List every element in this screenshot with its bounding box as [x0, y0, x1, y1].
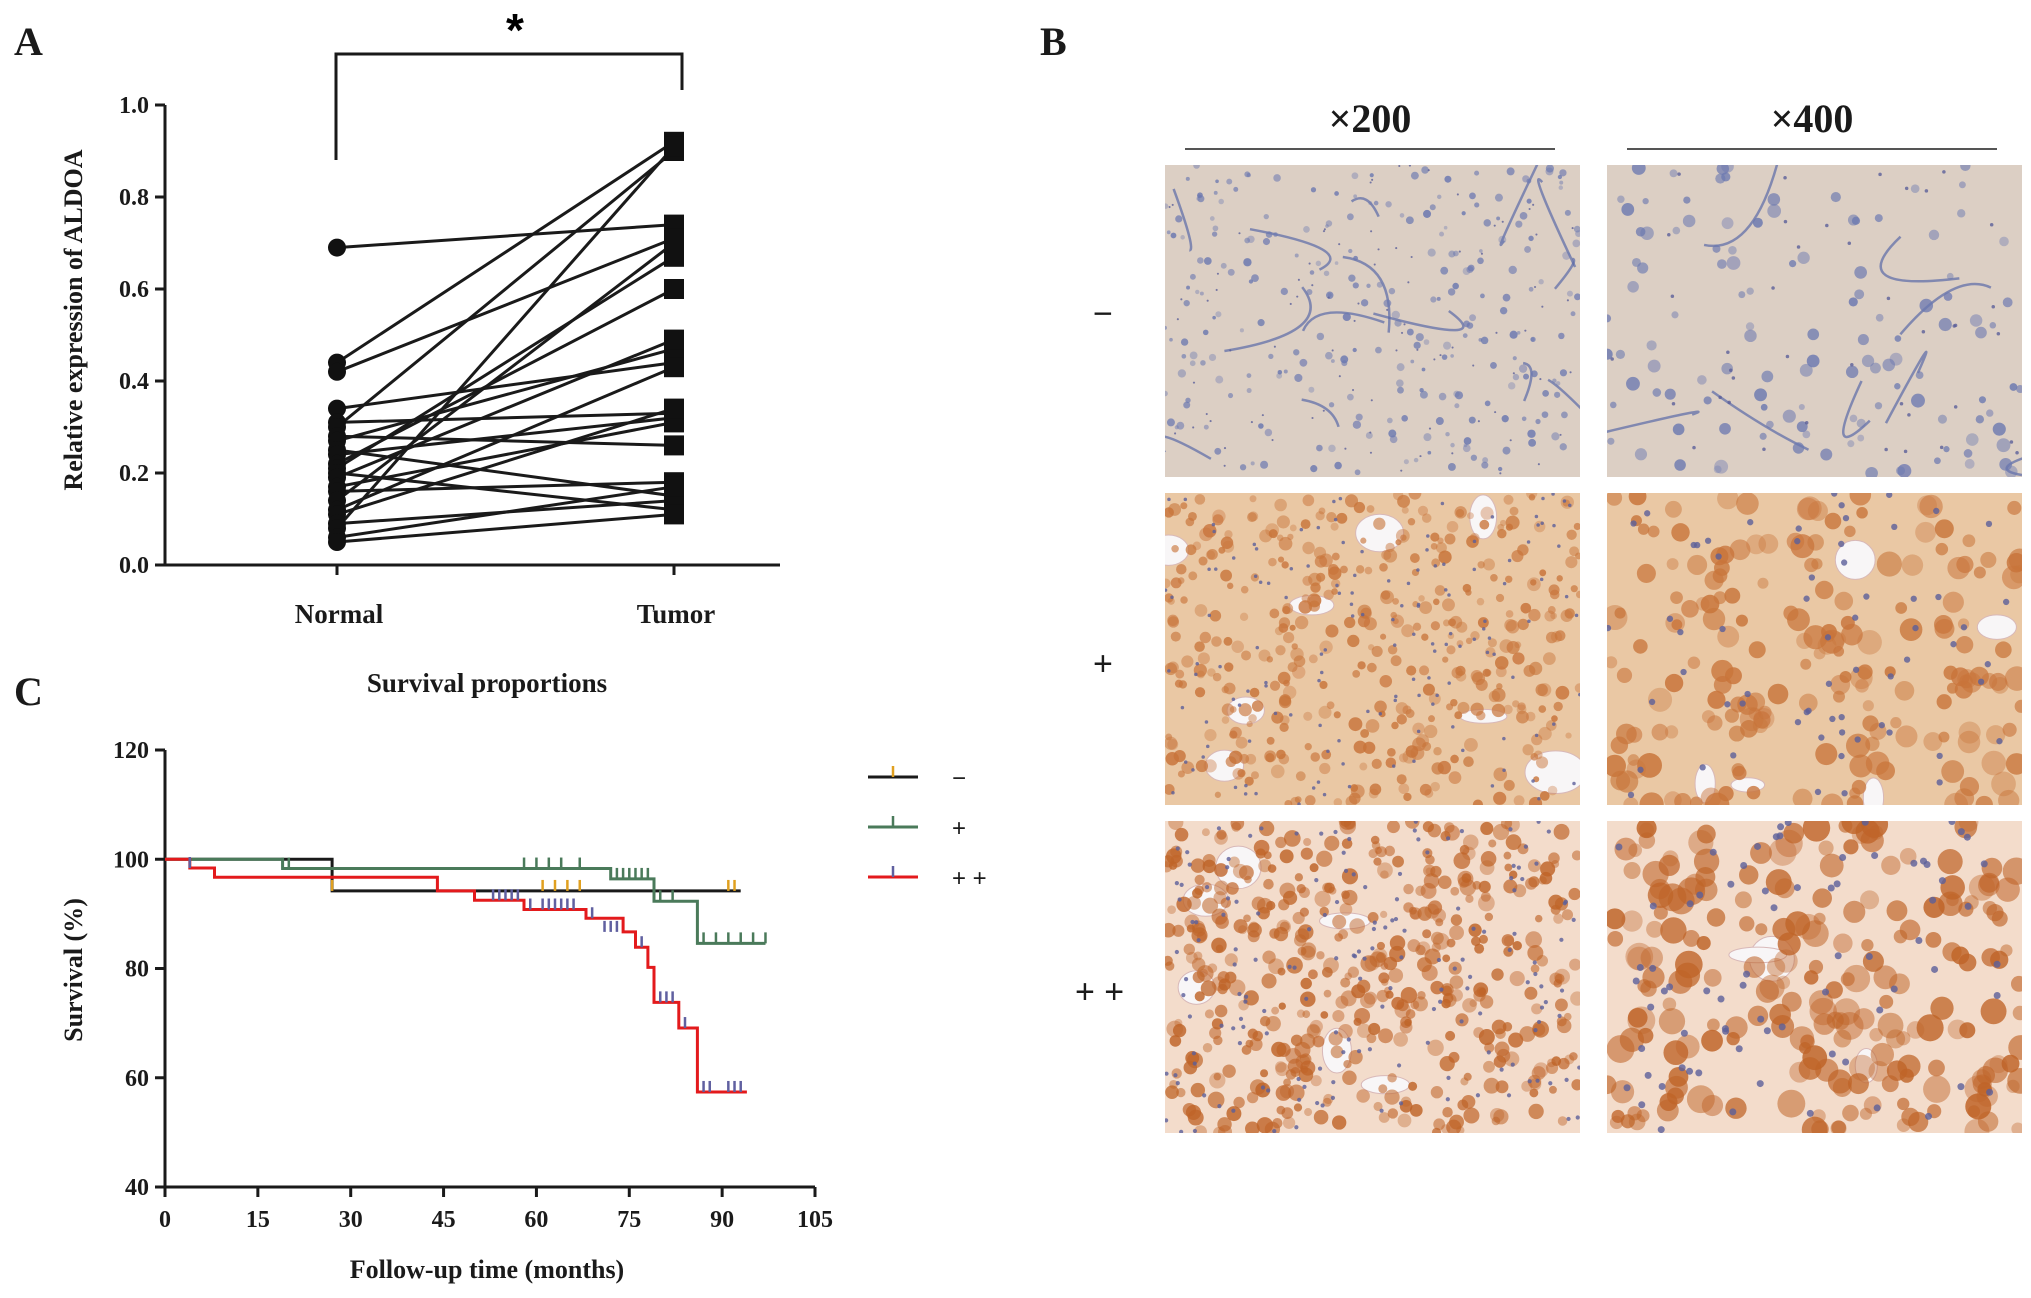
tumor-point	[664, 357, 684, 378]
normal-point	[328, 533, 346, 551]
survival-curve-2	[165, 857, 766, 945]
chart-c-x-tick-label: 60	[524, 1207, 548, 1233]
pair-line	[336, 434, 675, 447]
chart-c-x-tick-label: 15	[246, 1207, 270, 1233]
chart-c-axes: 40 60 80 100 120 0 15 30 45 60 75 90 105	[113, 738, 833, 1233]
pair-line	[335, 145, 676, 530]
pair-line	[336, 485, 675, 539]
pair-line	[336, 411, 675, 424]
tumor-point	[664, 504, 684, 525]
chart-c-y-tick-label: 120	[113, 738, 149, 764]
pair-line	[336, 338, 675, 479]
chart-a-y-tick-label: 0.0	[119, 553, 149, 579]
survival-chart: Survival proportions 40 60 80 100 120 0 15 30 45…	[59, 668, 987, 1284]
chart-c-x-tick-label: 0	[159, 1207, 171, 1233]
legend-label: −	[952, 765, 966, 792]
pair-line	[336, 223, 675, 250]
pair-line	[336, 237, 675, 374]
chart-c-y-tick-label: 100	[113, 847, 149, 873]
tumor-point	[664, 279, 684, 299]
chart-c-y-tick-label: 80	[125, 957, 149, 983]
pair-line	[336, 361, 675, 411]
chart-a-y-axis-label: Relative expression of ALDOA	[59, 149, 88, 490]
chart-c-title: Survival proportions	[367, 668, 607, 698]
chart-c-legend: − + + +	[868, 765, 987, 892]
legend-label: +	[952, 815, 966, 842]
pair-line	[336, 416, 675, 457]
pair-line	[336, 149, 675, 429]
tumor-point	[664, 398, 684, 419]
ihc-negative-400x	[1607, 165, 2022, 477]
chart-c-y-tick-label: 40	[125, 1175, 149, 1201]
significance-bracket	[334, 52, 684, 160]
pair-line	[336, 365, 675, 512]
chart-a-y-tick-label: 0.8	[119, 185, 149, 211]
significance-marker: *	[506, 4, 524, 56]
chart-c-y-tick-label: 60	[125, 1066, 149, 1092]
magnification-label-400: ×400	[1770, 96, 1854, 141]
row-label-strong-positive: + +	[1075, 973, 1125, 1011]
magnification-label-200: ×200	[1328, 96, 1412, 141]
ihc-positive-400x	[1607, 493, 2022, 805]
chart-c-survival-curves	[165, 856, 767, 1094]
chart-a-category-label: Tumor	[637, 599, 716, 629]
paired-expression-chart: * 0.0 0.2 0.4 0.6 0.8 1.0 Normal Tumor Relative…	[59, 4, 780, 629]
panel-letter-a: A	[14, 19, 43, 64]
pair-line	[336, 255, 675, 470]
normal-point	[328, 399, 346, 418]
chart-a-category-label: Normal	[295, 599, 384, 629]
chart-c-x-tick-label: 90	[710, 1207, 734, 1233]
row-label-positive: +	[1093, 645, 1113, 683]
tumor-point	[664, 476, 684, 497]
ihc-positive-200x	[1165, 493, 1580, 805]
tumor-point	[664, 435, 684, 456]
chart-a-axes: 0.0 0.2 0.4 0.6 0.8 1.0 Normal Tumor	[119, 93, 780, 629]
panel-letter-b: B	[1040, 19, 1067, 64]
chart-c-x-tick-label: 30	[339, 1207, 363, 1233]
magnification-underline-200	[1185, 148, 1555, 150]
chart-c-x-axis-label: Follow-up time (months)	[350, 1255, 624, 1284]
pair-line	[336, 140, 675, 364]
tumor-point	[664, 329, 684, 350]
survival-curve-3	[165, 857, 747, 1094]
ihc-strong-positive-400x	[1607, 821, 2022, 1133]
row-label-negative: −	[1093, 295, 1113, 333]
ihc-strong-positive-200x	[1165, 821, 1580, 1133]
tumor-point	[664, 233, 684, 253]
ihc-negative-200x	[1165, 165, 1580, 477]
chart-c-x-tick-label: 45	[432, 1207, 456, 1233]
chart-a-y-tick-label: 0.6	[119, 277, 149, 303]
tumor-point	[664, 136, 684, 157]
magnification-underline-400	[1627, 148, 1997, 150]
pair-line	[336, 420, 675, 489]
chart-c-x-tick-label: 75	[617, 1207, 641, 1233]
chart-a-y-tick-label: 1.0	[119, 93, 149, 119]
panel-letter-c: C	[14, 669, 43, 714]
chart-c-y-axis-label: Survival (%)	[59, 898, 88, 1042]
pair-line	[336, 407, 675, 516]
normal-point	[328, 362, 346, 381]
normal-point	[328, 238, 346, 257]
chart-c-x-tick-label: 105	[797, 1207, 833, 1233]
chart-a-y-tick-label: 0.2	[119, 461, 149, 487]
pair-line	[336, 480, 675, 493]
chart-a-points	[328, 131, 684, 551]
pair-line	[336, 241, 675, 502]
pair-line	[336, 512, 675, 544]
chart-a-pair-lines	[335, 140, 676, 544]
chart-a-y-tick-label: 0.4	[119, 369, 149, 395]
legend-label: + +	[952, 865, 987, 892]
